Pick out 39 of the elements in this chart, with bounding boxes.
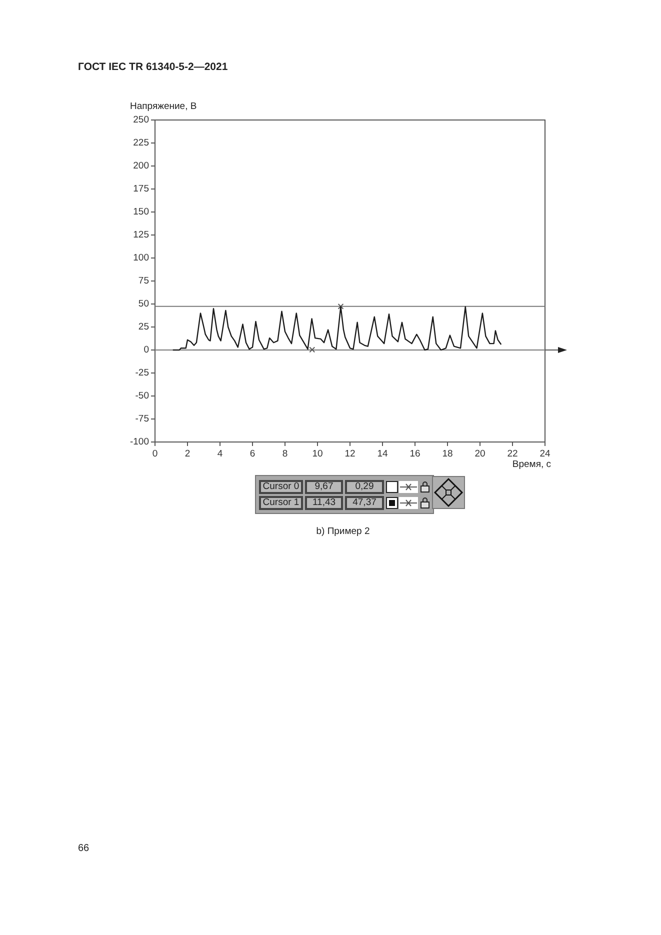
y-tick-label: 125 (133, 230, 149, 241)
text: b) Пример 2 (315, 526, 371, 537)
y-tick-label: 200 (133, 160, 149, 172)
y-tick-label: -75 (135, 414, 149, 425)
text: Cursor 1 (259, 496, 303, 510)
y-tick-label: 100 (133, 252, 149, 264)
y-tick-label: 225 (133, 138, 149, 149)
y-tick-label: -50 (135, 390, 149, 402)
y-tick-label: -25 (135, 368, 149, 379)
x-tick-label: 2 (184, 448, 190, 460)
text: ГОСТ IEC TR 61340-5-2—2021 (78, 61, 228, 73)
y-axis-title: Напряжение, В (130, 101, 197, 112)
x-tick-label: 12 (344, 448, 356, 460)
y-tick-label: 0 (144, 344, 149, 356)
text: 9,67 (305, 480, 343, 494)
y-tick-label: 250 (133, 114, 149, 126)
x-tick-label: 6 (250, 448, 256, 460)
y-tick-label: 75 (138, 276, 149, 287)
x-tick-label: 20 (474, 448, 486, 460)
x-tick-label: 18 (442, 448, 453, 460)
text: 11,43 (305, 496, 343, 510)
x-tick-label: 24 (540, 448, 550, 460)
x-tick-label: 8 (282, 448, 288, 460)
x-tick-label: 0 (152, 448, 158, 460)
y-tick-label: 150 (133, 206, 149, 218)
x-tick-label: 10 (312, 448, 323, 460)
y-tick-label: -100 (130, 436, 149, 448)
text: 66 (78, 843, 90, 854)
text: Cursor 0 (259, 480, 303, 494)
y-tick-label: 25 (138, 322, 149, 333)
text: 47,37 (345, 496, 384, 510)
x-tick-label: 4 (217, 448, 223, 460)
x-tick-label: 16 (410, 448, 420, 460)
text: 0,29 (345, 480, 384, 494)
y-tick-label: 50 (138, 298, 149, 310)
x-axis-title: Время, с (512, 459, 551, 470)
y-tick-label: 175 (133, 184, 149, 195)
x-tick-label: 14 (377, 448, 388, 460)
x-tick-label: 22 (507, 448, 518, 460)
